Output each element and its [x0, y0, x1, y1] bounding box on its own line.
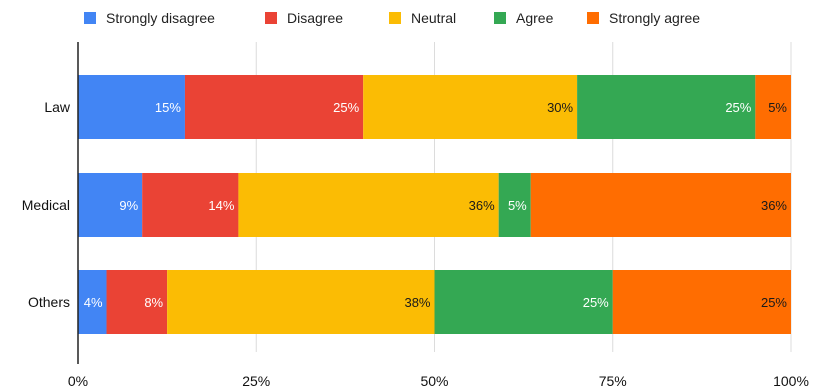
bar-segment-law-strongly-disagree	[78, 75, 185, 139]
data-label-medical-neutral: 36%	[469, 198, 495, 213]
category-label-law: Law	[44, 99, 71, 115]
data-label-medical-strongly-disagree: 9%	[119, 198, 138, 213]
bar-segment-others-disagree	[106, 270, 168, 334]
bar-segment-others-strongly-agree	[612, 270, 791, 334]
x-tick-label-0: 0%	[68, 373, 88, 389]
legend-label-strongly-agree: Strongly agree	[609, 10, 700, 26]
data-label-law-neutral: 30%	[547, 100, 573, 115]
data-label-law-agree: 25%	[725, 100, 751, 115]
data-label-medical-strongly-agree: 36%	[761, 198, 787, 213]
legend-swatch-neutral	[389, 12, 401, 24]
bar-segment-others-strongly-disagree	[78, 270, 107, 334]
data-label-medical-agree: 5%	[508, 198, 527, 213]
x-tick-label-25: 25%	[242, 373, 270, 389]
bar-segment-medical-neutral	[238, 173, 499, 237]
data-label-others-agree: 25%	[583, 295, 609, 310]
data-label-medical-disagree: 14%	[208, 198, 234, 213]
data-label-law-strongly-disagree: 15%	[155, 100, 181, 115]
x-tick-label-50: 50%	[420, 373, 448, 389]
legend-swatch-strongly-agree	[587, 12, 599, 24]
x-tick-label-75: 75%	[599, 373, 627, 389]
bar-segment-medical-strongly-agree	[530, 173, 791, 237]
bar-segment-law-agree	[577, 75, 756, 139]
bar-segment-others-neutral	[167, 270, 435, 334]
category-label-others: Others	[28, 294, 70, 310]
legend-label-agree: Agree	[516, 10, 554, 26]
data-label-others-disagree: 8%	[144, 295, 163, 310]
data-label-others-strongly-agree: 25%	[761, 295, 787, 310]
legend-label-neutral: Neutral	[411, 10, 456, 26]
bar-segment-others-agree	[434, 270, 613, 334]
data-label-law-strongly-agree: 5%	[768, 100, 787, 115]
bar-segment-medical-strongly-disagree	[78, 173, 143, 237]
data-label-law-disagree: 25%	[333, 100, 359, 115]
bar-segment-law-strongly-agree	[755, 75, 791, 139]
legend-label-disagree: Disagree	[287, 10, 343, 26]
data-label-others-neutral: 38%	[404, 295, 430, 310]
legend-label-strongly-disagree: Strongly disagree	[106, 10, 215, 26]
x-tick-label-100: 100%	[773, 373, 809, 389]
bar-segment-law-neutral	[363, 75, 578, 139]
legend-swatch-agree	[494, 12, 506, 24]
category-label-medical: Medical	[22, 197, 70, 213]
bar-segment-medical-disagree	[142, 173, 239, 237]
bar-segment-law-disagree	[184, 75, 364, 139]
legend-swatch-strongly-disagree	[84, 12, 96, 24]
legend-swatch-disagree	[265, 12, 277, 24]
bar-segment-medical-agree	[498, 173, 531, 237]
data-label-others-strongly-disagree: 4%	[84, 295, 103, 310]
